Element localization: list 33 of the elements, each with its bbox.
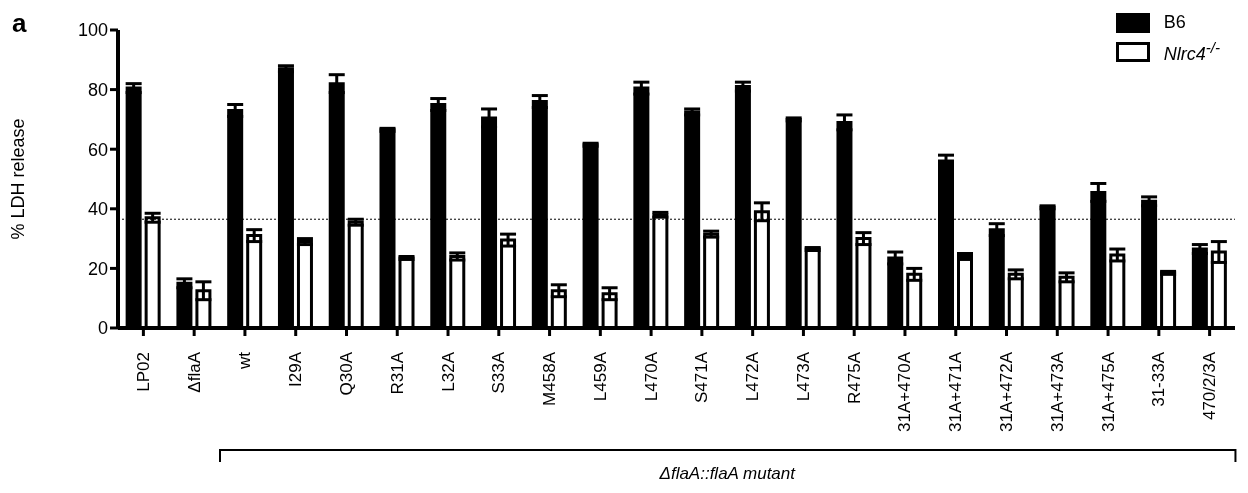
- y-tick-label: 40: [87, 199, 108, 220]
- x-tick-label: R475A: [844, 351, 864, 404]
- x-tick-label: 31A+470A: [895, 351, 915, 432]
- legend-label: Nlrc4$^{-/-}$: [1163, 39, 1220, 65]
- x-tick-label: L459A: [590, 351, 610, 402]
- x-tick-label: 31A+475A: [1098, 351, 1118, 432]
- y-tick-label: 100: [77, 20, 108, 41]
- x-tick-label: ΔflaA: [184, 351, 204, 393]
- legend-label: B6: [1163, 12, 1186, 33]
- text: ΔflaA::flaA mutant: [658, 464, 797, 484]
- y-tick-label: 0: [97, 318, 108, 339]
- x-tick-label: wt: [235, 351, 255, 370]
- y-tick-label: 80: [87, 79, 108, 100]
- x-tick-label: L470A: [641, 351, 661, 402]
- x-tick-label: L32A: [438, 351, 458, 392]
- x-tick-label: I29A: [286, 351, 306, 387]
- x-tick-label: M458A: [540, 351, 560, 406]
- y-tick-label: 60: [87, 139, 108, 160]
- x-tick-label: R31A: [387, 351, 407, 395]
- x-tick-label: 31-33A: [1149, 351, 1169, 407]
- x-tick-label: 470/2/3A: [1200, 351, 1220, 421]
- x-tick-label: S471A: [692, 351, 712, 404]
- x-tick-label: Q30A: [336, 351, 356, 396]
- x-tick-label: 31A+473A: [1047, 351, 1067, 432]
- x-tick-label: 31A+471A: [946, 351, 966, 432]
- y-axis-title: % LDH release: [8, 118, 29, 240]
- y-tick-label: 20: [87, 258, 108, 279]
- x-tick-label: L472A: [743, 351, 763, 402]
- x-tick-label: L473A: [793, 351, 813, 402]
- x-tick-label: 31A+472A: [997, 351, 1017, 432]
- text: a: [12, 8, 27, 39]
- x-tick-label: LP02: [133, 352, 153, 392]
- x-tick-label: S33A: [489, 351, 509, 394]
